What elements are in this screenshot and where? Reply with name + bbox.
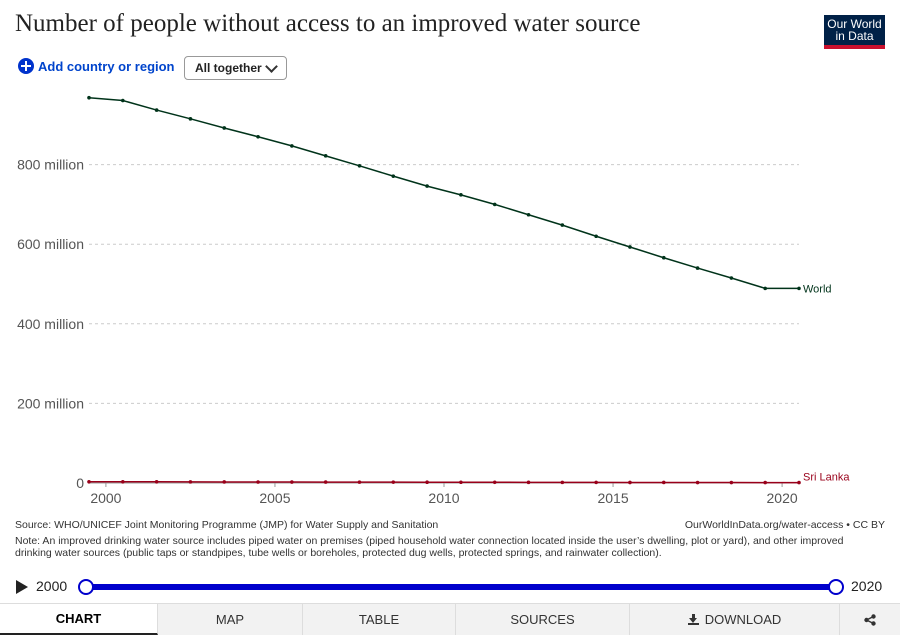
data-point-world bbox=[425, 184, 429, 188]
data-point-sri-lanka bbox=[391, 480, 396, 484]
chevron-down-icon bbox=[265, 60, 278, 73]
data-point-sri-lanka bbox=[425, 480, 429, 485]
data-point-sri-lanka bbox=[492, 480, 497, 485]
timeline-start-label: 2000 bbox=[36, 578, 68, 594]
data-point-sri-lanka bbox=[459, 480, 463, 485]
facet-select-value: All together bbox=[195, 61, 262, 75]
data-point-world bbox=[526, 212, 531, 217]
data-point-world bbox=[357, 163, 362, 168]
tab-chart-label: CHART bbox=[55, 611, 102, 626]
source-text: Source: WHO/UNICEF Joint Monitoring Prog… bbox=[15, 519, 439, 531]
series-label-sri-lanka: Sri Lanka bbox=[803, 472, 850, 484]
timeline-end-label: 2020 bbox=[851, 578, 883, 594]
data-point-sri-lanka bbox=[763, 480, 767, 485]
data-point-sri-lanka bbox=[222, 480, 227, 484]
chart-note: Note: An improved drinking water source … bbox=[15, 535, 844, 559]
chart-title: Number of people without access to an im… bbox=[15, 10, 641, 37]
y-tick-label: 600 million bbox=[17, 236, 84, 252]
data-point-world bbox=[560, 223, 565, 227]
source-url[interactable]: OurWorldInData.org/water-access • CC BY bbox=[684, 519, 885, 531]
tab-map[interactable]: MAP bbox=[158, 604, 303, 635]
data-point-world bbox=[797, 286, 801, 291]
data-point-sri-lanka bbox=[357, 480, 362, 484]
tab-download-label: DOWNLOAD bbox=[704, 612, 782, 627]
data-point-sri-lanka bbox=[154, 480, 159, 484]
data-point-world bbox=[391, 174, 396, 178]
play-icon[interactable] bbox=[16, 580, 28, 594]
y-tick-label: 0 bbox=[76, 475, 84, 491]
data-point-world bbox=[729, 276, 734, 280]
timeline: 2000 2020 bbox=[0, 572, 900, 602]
x-tick-label: 2010 bbox=[428, 490, 459, 506]
data-point-sri-lanka bbox=[797, 480, 801, 485]
timeline-end-handle[interactable] bbox=[828, 579, 844, 595]
timeline-start-handle[interactable] bbox=[78, 579, 94, 595]
owid-logo[interactable]: Our World in Data bbox=[824, 15, 885, 49]
data-point-sri-lanka bbox=[188, 480, 193, 484]
series-line-sri-lanka bbox=[89, 481, 799, 484]
timeline-track[interactable] bbox=[85, 584, 835, 590]
y-tick-label: 800 million bbox=[17, 157, 84, 173]
share-icon bbox=[864, 613, 876, 626]
data-point-world bbox=[323, 154, 328, 158]
logo-line-1: Our World bbox=[827, 17, 882, 31]
data-point-world bbox=[222, 126, 227, 130]
y-tick-label: 200 million bbox=[17, 395, 84, 411]
facet-select[interactable]: All together bbox=[184, 56, 287, 80]
data-point-world bbox=[661, 255, 666, 260]
data-point-world bbox=[695, 266, 700, 270]
tab-download[interactable]: DOWNLOAD bbox=[630, 604, 840, 635]
data-point-sri-lanka bbox=[628, 480, 632, 485]
data-point-world bbox=[459, 193, 463, 197]
tab-table-label: TABLE bbox=[358, 612, 400, 627]
data-point-world bbox=[256, 134, 260, 139]
data-point-sri-lanka bbox=[526, 480, 531, 485]
data-point-world bbox=[121, 98, 125, 103]
logo-line-2: in Data bbox=[835, 29, 874, 43]
data-point-sri-lanka bbox=[594, 480, 598, 485]
add-country-label: Add country or region bbox=[38, 58, 175, 74]
tab-table[interactable]: TABLE bbox=[303, 604, 456, 635]
data-point-world bbox=[594, 234, 598, 239]
data-point-sri-lanka bbox=[256, 480, 260, 484]
share-button[interactable] bbox=[840, 604, 900, 635]
data-point-sri-lanka bbox=[323, 480, 328, 484]
data-point-world bbox=[154, 108, 159, 112]
plus-circle-icon bbox=[18, 58, 34, 74]
series-line-world bbox=[88, 96, 799, 290]
tab-sources-label: SOURCES bbox=[510, 612, 575, 627]
data-point-world bbox=[628, 245, 632, 249]
data-point-sri-lanka bbox=[661, 480, 666, 485]
data-point-world bbox=[763, 286, 767, 291]
tab-chart[interactable]: CHART bbox=[0, 604, 158, 635]
data-point-world bbox=[492, 202, 497, 207]
tab-bar: CHART MAP TABLE SOURCES DOWNLOAD bbox=[0, 603, 900, 635]
download-icon bbox=[687, 614, 699, 625]
line-chart: 0 200 million 400 million 600 million 800 mi… bbox=[17, 95, 850, 506]
x-tick-label: 2005 bbox=[259, 490, 290, 506]
data-point-sri-lanka bbox=[729, 480, 734, 485]
x-tick-label: 2020 bbox=[767, 490, 798, 506]
x-tick-label: 2015 bbox=[597, 490, 628, 506]
data-point-sri-lanka bbox=[87, 480, 91, 484]
data-point-world bbox=[290, 144, 294, 148]
tab-map-label: MAP bbox=[215, 612, 245, 627]
data-point-world bbox=[87, 95, 91, 100]
data-point-world bbox=[188, 117, 193, 121]
add-country-button[interactable]: Add country or region bbox=[18, 58, 175, 74]
series-label-world: World bbox=[803, 283, 832, 295]
y-tick-label: 400 million bbox=[17, 316, 84, 332]
x-tick-label: 2000 bbox=[90, 490, 121, 506]
data-point-sri-lanka bbox=[290, 480, 294, 484]
data-point-sri-lanka bbox=[121, 480, 125, 484]
data-point-sri-lanka bbox=[560, 480, 565, 485]
data-point-sri-lanka bbox=[695, 480, 700, 485]
tab-sources[interactable]: SOURCES bbox=[456, 604, 630, 635]
